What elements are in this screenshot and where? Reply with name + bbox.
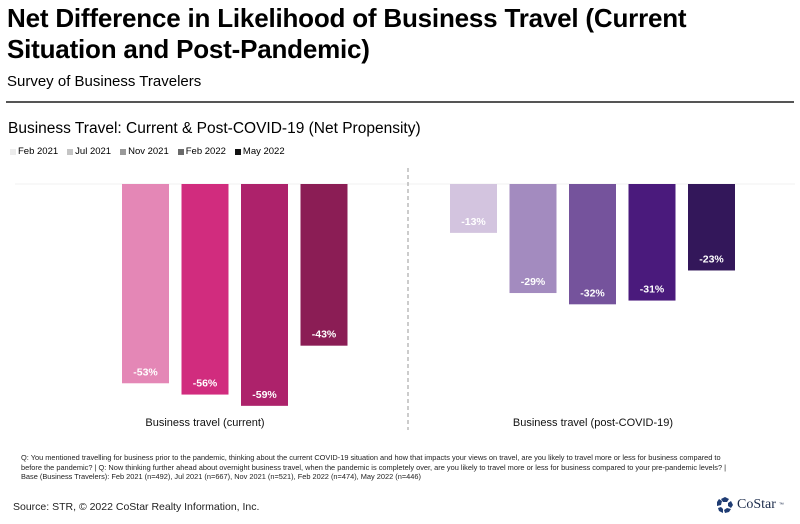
data-label: -43% xyxy=(312,329,337,341)
bar-feb-2021 xyxy=(450,184,497,233)
legend-label: Feb 2021 xyxy=(18,146,59,157)
bar-may-2022 xyxy=(688,184,735,271)
logo-trademark: ™ xyxy=(778,502,784,508)
data-label: -31% xyxy=(640,284,665,296)
legend-item: Feb 2022 xyxy=(177,146,226,158)
bar-jul-2021 xyxy=(509,184,557,294)
legend-item: Feb 2021 xyxy=(10,146,58,158)
legend-item: Jul 2021 xyxy=(67,146,111,158)
bar-nov-2021 xyxy=(569,184,616,305)
legend-label: Nov 2021 xyxy=(128,146,169,157)
costar-logo: CoStar ™ xyxy=(716,496,784,514)
page-title: Net Difference in Likelihood of Business… xyxy=(7,3,687,64)
data-label: -23% xyxy=(699,253,724,265)
legend-swatch xyxy=(177,149,184,155)
page-subtitle: Survey of Business Travelers xyxy=(7,73,202,90)
legend-swatch xyxy=(120,149,127,155)
data-label: -32% xyxy=(580,287,605,299)
survey-footnote: Q: You mentioned travelling for business… xyxy=(21,453,727,482)
header-divider xyxy=(6,101,794,103)
data-label: -53% xyxy=(133,366,158,378)
legend-item: Nov 2021 xyxy=(120,146,169,158)
legend-item: May 2022 xyxy=(234,146,285,158)
bar-jul-2021 xyxy=(122,184,169,384)
source-note: Source: STR, © 2022 CoStar Realty Inform… xyxy=(13,501,260,513)
data-label: -13% xyxy=(461,216,486,228)
bar-may-2022 xyxy=(300,184,348,346)
data-label: -29% xyxy=(521,276,546,288)
legend-swatch xyxy=(67,149,74,155)
bar-feb-2022 xyxy=(628,184,676,301)
bar-nov-2021 xyxy=(181,184,229,395)
legend-label: Feb 2022 xyxy=(185,146,226,157)
bar-feb-2022 xyxy=(241,184,288,406)
legend-swatch xyxy=(234,149,241,155)
category-label: Business travel (current) xyxy=(145,417,264,429)
data-label: -59% xyxy=(252,389,277,401)
costar-logo-icon xyxy=(717,497,733,513)
category-label: Business travel (post-COVID-19) xyxy=(513,417,673,429)
chart-title: Business Travel: Current & Post-COVID-19… xyxy=(8,120,421,137)
legend-label: May 2022 xyxy=(242,146,285,157)
legend-swatch xyxy=(10,149,16,155)
chart-legend: Feb 2021 Jul 2021 Nov 2021 Feb 2022 May … xyxy=(10,146,285,158)
logo-text: CoStar xyxy=(737,497,776,512)
bar-chart: -53% -56% -59% -43% -13% -29% -32% -31% -23% Bus… xyxy=(15,168,795,430)
legend-label: Jul 2021 xyxy=(75,146,112,157)
data-label: -56% xyxy=(193,378,218,390)
